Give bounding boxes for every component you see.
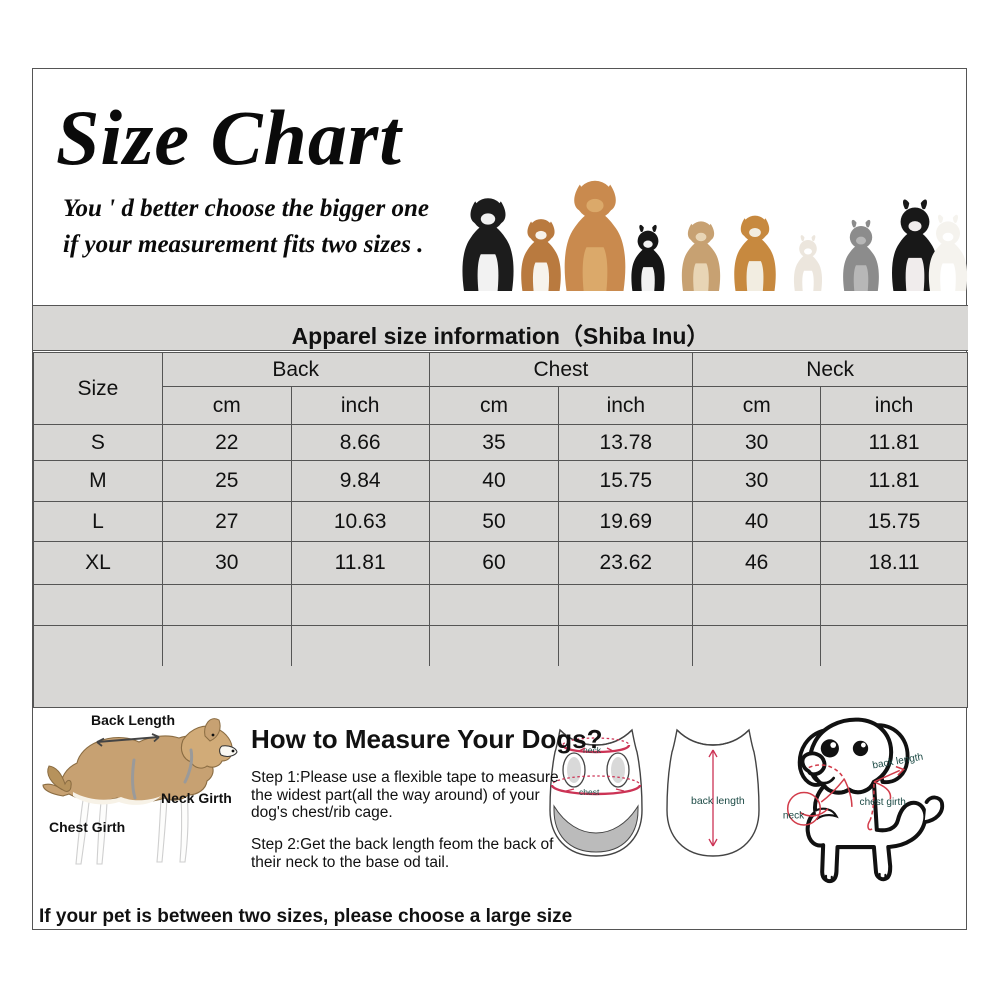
svg-text:Back Length: Back Length	[91, 712, 175, 728]
svg-text:back length: back length	[691, 795, 745, 807]
svg-text:Chest Girth: Chest Girth	[49, 819, 125, 835]
svg-text:chest girth: chest girth	[860, 797, 906, 808]
svg-text:chest: chest	[579, 787, 600, 797]
svg-text:Neck Girth: Neck Girth	[161, 790, 232, 806]
svg-text:neck: neck	[783, 810, 805, 821]
